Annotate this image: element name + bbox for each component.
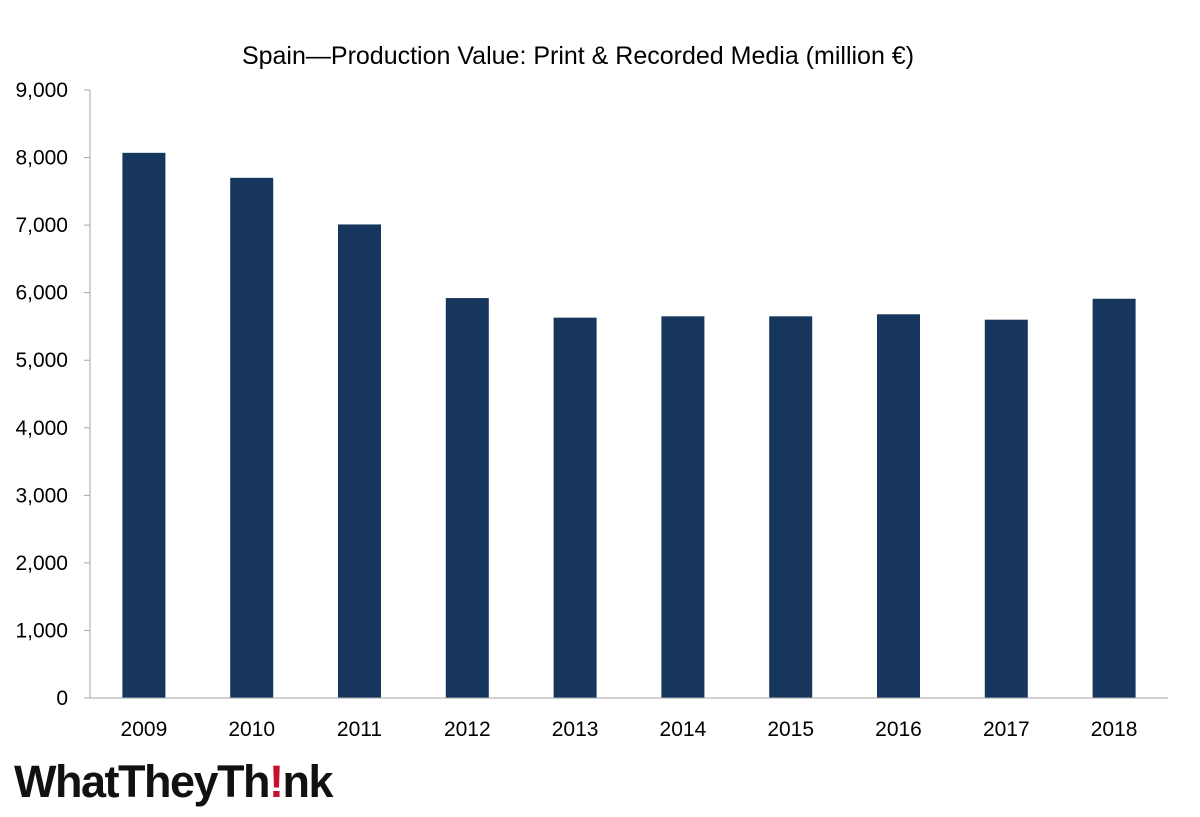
x-tick-label: 2017 — [983, 718, 1030, 741]
bar-2016 — [877, 314, 920, 698]
bar-2017 — [984, 319, 1028, 698]
y-tick-label: 4,000 — [15, 417, 68, 440]
x-tick-label: 2011 — [337, 718, 382, 741]
y-tick-label: 1,000 — [15, 619, 68, 642]
bars — [122, 152, 1136, 699]
x-axis: 2009 2010 2011 2012 2013 2014 2015 2016 2017 2018 — [90, 697, 1168, 741]
bar-2014 — [661, 316, 705, 698]
y-tick-label: 8,000 — [15, 147, 68, 170]
x-tick-label: 2012 — [444, 718, 491, 741]
logo-exclamation-mark: ! — [268, 756, 284, 807]
x-tick-label: 2009 — [121, 718, 168, 741]
y-tick-label: 9,000 — [15, 79, 68, 102]
bar-2013 — [553, 317, 597, 698]
logo-text-end: nk — [282, 756, 333, 807]
bar-2015 — [769, 316, 813, 698]
bar-2012 — [445, 298, 489, 698]
y-tick-label: 0 — [56, 687, 68, 710]
bar-2011 — [338, 224, 381, 699]
y-axis: 0 1,000 2,000 3,000 4,000 5,000 6,000 7,000 8,00… — [15, 79, 91, 710]
logo-text-start: WhatTheyTh — [14, 756, 270, 807]
x-tick-label: 2013 — [552, 718, 599, 741]
y-tick-label: 3,000 — [15, 484, 68, 507]
y-tick-label: 5,000 — [15, 349, 68, 372]
x-tick-label: 2010 — [228, 718, 275, 741]
bar-2010 — [230, 177, 274, 699]
x-tick-label: 2016 — [875, 718, 922, 741]
x-tick-label: 2014 — [660, 718, 707, 741]
chart-title: Spain—Production Value: Print & Recorded… — [242, 42, 914, 70]
y-tick-label: 7,000 — [15, 214, 68, 237]
x-tick-label: 2015 — [767, 718, 814, 741]
whattheythink-logo: WhatTheyTh! nk — [14, 752, 333, 812]
y-tick-label: 2,000 — [15, 552, 68, 575]
y-tick-label: 6,000 — [15, 282, 68, 305]
x-tick-label: 2018 — [1091, 718, 1138, 741]
bar-2018 — [1092, 298, 1136, 698]
bar-2009 — [122, 152, 166, 698]
